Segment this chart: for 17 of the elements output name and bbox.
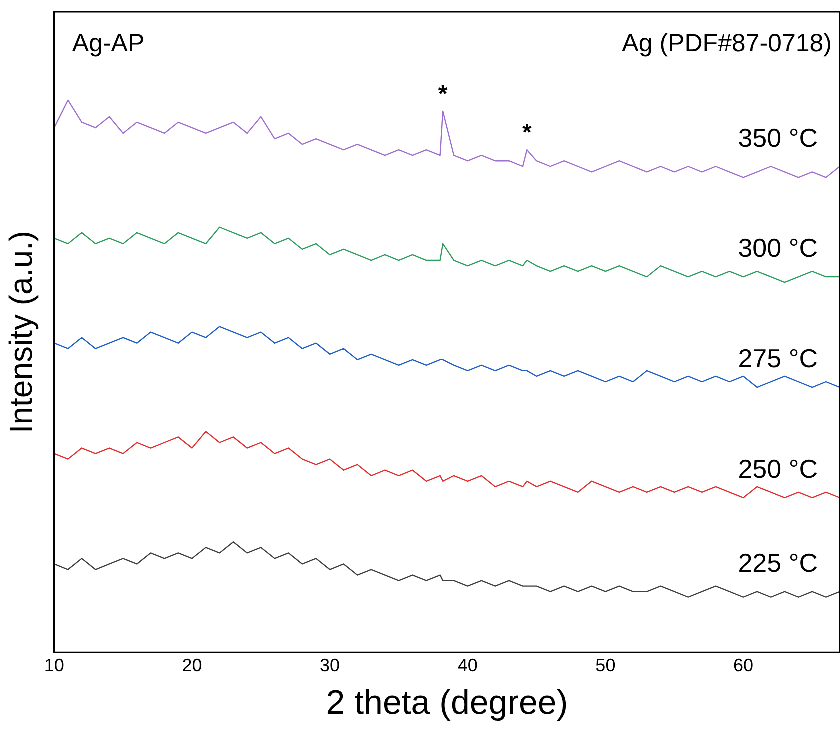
series-label: 350 °C: [738, 122, 818, 153]
text: Ag (PDF#87-0718): [622, 29, 832, 58]
x-tick-label: 10: [44, 655, 64, 676]
x-tick-label: 60: [734, 655, 754, 676]
annotation: *: [438, 81, 448, 108]
x-axis-title: 2 theta (degree): [326, 684, 568, 722]
series-label: 225 °C: [738, 548, 818, 578]
series-label: 250 °C: [738, 454, 818, 484]
x-tick-label: 30: [320, 655, 340, 676]
text: Ag-AP: [72, 29, 145, 58]
annotation: *: [522, 120, 532, 147]
x-tick-label: 40: [458, 655, 478, 676]
series-label: 275 °C: [738, 344, 818, 374]
x-tick-label: 20: [182, 655, 202, 676]
x-tick-label: 50: [596, 655, 616, 676]
y-axis-title: Intensity (a.u.): [3, 230, 40, 434]
series-label: 300 °C: [738, 233, 818, 264]
